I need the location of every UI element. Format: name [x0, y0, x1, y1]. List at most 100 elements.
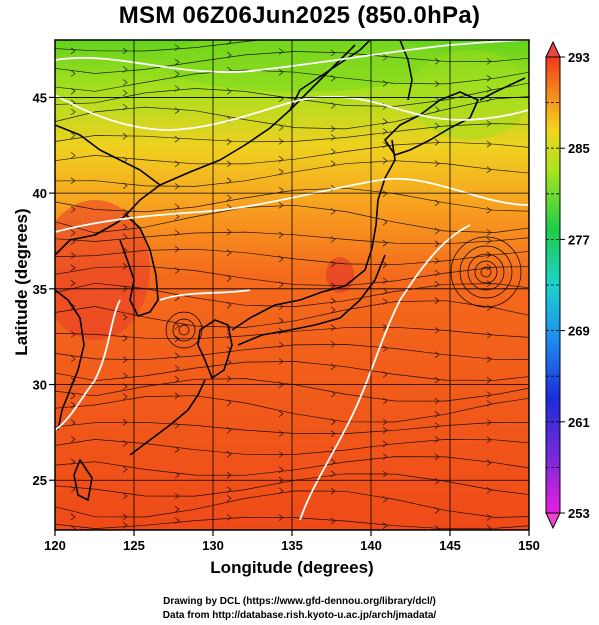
- x-tick-label: 135: [281, 538, 303, 553]
- streamline: [55, 421, 529, 434]
- streamline-arrow: [174, 135, 180, 143]
- streamline-arrow: [434, 240, 440, 248]
- streamline-arrow: [434, 58, 440, 65]
- streamline-arrow: [174, 160, 180, 168]
- streamline-arrow: [330, 74, 336, 82]
- streamline-arrow: [382, 298, 388, 305]
- credit-data-source: Data from http://database.rish.kyoto-u.a…: [162, 610, 437, 621]
- streamline-arrow: [330, 341, 336, 348]
- streamline-arrow: [382, 427, 388, 434]
- streamline-arrow: [486, 400, 492, 407]
- streamline-arrow: [434, 422, 440, 429]
- streamline-arrow: [226, 275, 232, 282]
- streamline-arrow: [486, 95, 492, 103]
- streamline-arrow: [486, 237, 492, 245]
- streamline-arrow: [70, 392, 76, 400]
- streamline-arrow: [70, 152, 76, 159]
- streamline-arrow: [486, 356, 492, 363]
- streamline-arrow: [382, 522, 388, 529]
- streamline-arrow: [330, 470, 336, 478]
- streamline-arrow: [226, 332, 232, 340]
- streamline-arrow: [278, 124, 284, 131]
- streamline-arrow: [70, 264, 76, 271]
- streamline-arrow: [330, 488, 336, 495]
- streamline-arrow: [486, 280, 492, 287]
- streamline-arrow: [486, 263, 492, 271]
- streamline-arrow: [226, 88, 232, 95]
- streamline-arrow: [226, 160, 232, 168]
- streamline-arrow: [434, 397, 440, 405]
- coastline-ryukyu: [129, 379, 206, 456]
- streamline-arrow: [330, 297, 336, 305]
- streamline-arrow: [278, 155, 284, 163]
- streamline-arrow: [382, 470, 388, 478]
- streamline-arrow: [382, 261, 388, 268]
- streamline-arrow: [226, 495, 232, 502]
- streamline-arrow: [174, 322, 180, 330]
- streamline-arrow: [434, 351, 440, 358]
- streamline-arrow: [278, 68, 284, 76]
- streamline-arrow: [174, 267, 180, 274]
- streamline-arrow: [486, 229, 492, 236]
- streamline-arrow: [434, 160, 440, 167]
- streamline-arrow: [174, 352, 180, 360]
- colorbar-tick-label: 261: [568, 415, 590, 430]
- x-tick-label: 130: [202, 538, 224, 553]
- streamline-arrow: [434, 257, 440, 265]
- streamline-arrow: [278, 410, 284, 418]
- y-axis-label: Latitude (degrees): [12, 208, 31, 356]
- streamline: [55, 517, 529, 530]
- streamline-arrow: [70, 355, 76, 363]
- streamline-arrow: [434, 297, 440, 304]
- streamline-arrow: [226, 249, 232, 256]
- streamline: [55, 69, 529, 92]
- map-title: MSM 06Z06Jun2025 (850.0hPa): [118, 2, 481, 29]
- streamline-arrow: [382, 80, 388, 87]
- streamline-arrow: [174, 44, 180, 51]
- colorbar: 293 285 277 269 261 253: [545, 40, 590, 530]
- streamline-arrow: [486, 75, 492, 82]
- streamline: [55, 141, 529, 165]
- streamline-arrow: [174, 70, 180, 78]
- streamline: [55, 361, 529, 382]
- streamline: [55, 40, 263, 52]
- streamline-arrow: [434, 281, 440, 288]
- coastline-hokkaido: [384, 91, 479, 156]
- streamline-arrow: [70, 458, 76, 465]
- streamline-arrow: [122, 313, 128, 321]
- isotherm: [299, 224, 471, 521]
- streamline-arrow: [278, 255, 284, 263]
- streamline-arrow: [122, 262, 128, 270]
- streamline-arrow: [174, 85, 180, 92]
- streamline-arrow: [70, 279, 76, 287]
- streamline-arrow: [330, 49, 336, 57]
- streamline-arrow: [70, 331, 76, 338]
- streamline-arrow: [122, 440, 128, 447]
- streamline-arrow: [226, 302, 232, 309]
- streamline-arrow: [382, 371, 388, 378]
- isotherm: [55, 94, 529, 131]
- streamline-arrow: [382, 128, 388, 135]
- streamline: [55, 123, 529, 143]
- streamline-arrow: [434, 436, 440, 443]
- streamline-arrow: [330, 236, 336, 243]
- streamline-arrow: [330, 134, 336, 141]
- coastline-kyushu: [197, 319, 233, 379]
- streamline-arrow: [122, 356, 128, 363]
- streamline-arrow: [122, 419, 128, 426]
- streamline-arrow: [70, 419, 76, 426]
- streamline: [55, 326, 529, 340]
- streamline-arrow: [330, 430, 336, 437]
- streamline-arrow: [122, 103, 128, 111]
- streamline-arrow: [434, 327, 440, 334]
- streamline-arrow: [486, 86, 492, 93]
- streamline-arrow: [278, 341, 284, 349]
- colorbar-tick-label: 293: [568, 50, 590, 65]
- y-axis-ticks: 25 30 35 40 45: [33, 90, 55, 488]
- streamline-arrow: [330, 458, 336, 466]
- streamline-arrow: [70, 177, 76, 184]
- streamline-arrow: [434, 453, 440, 461]
- streamline-arrow: [278, 430, 284, 437]
- streamline-arrow: [435, 34, 439, 40]
- streamline-arrow: [278, 358, 284, 365]
